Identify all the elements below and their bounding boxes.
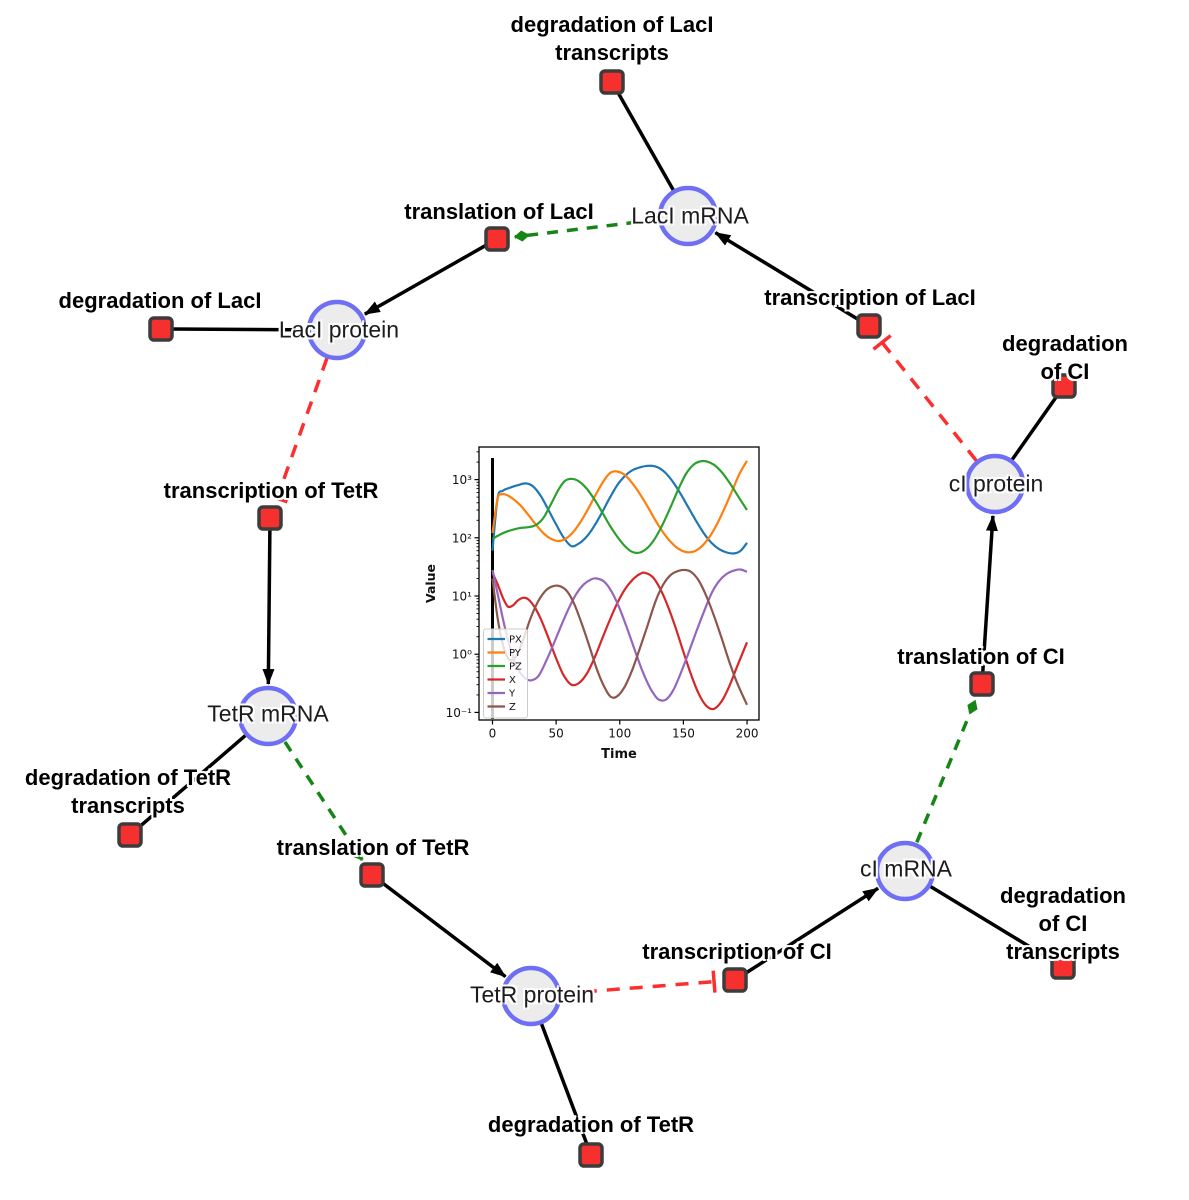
x-tick-label: 50 xyxy=(548,727,563,741)
species-node-tetr-mrna[interactable] xyxy=(237,685,299,747)
y-tick-label: 10² xyxy=(452,531,472,545)
series-curve-X xyxy=(491,571,749,711)
edge-layer xyxy=(136,89,1060,1147)
legend-label-PY: PY xyxy=(509,648,522,659)
edge-production-translation-ci-to-ci-protein xyxy=(981,514,998,673)
y-axis-title: Value xyxy=(423,564,438,603)
species-node-ci-protein[interactable] xyxy=(964,453,1026,515)
reaction-node-deg-laci-transcripts[interactable] xyxy=(599,69,625,95)
edge-consumption-laci-mrna-to-deg-laci-transcripts xyxy=(615,89,676,192)
edge-consumption-tetr-mrna-to-deg-tetr-transcripts xyxy=(136,733,248,830)
y-tick-label: 10¹ xyxy=(452,590,472,604)
node-layer xyxy=(117,69,1077,1168)
edge-production-translation-tetr-to-tetr-protein xyxy=(380,880,507,979)
edge-catalysis-tetr-mrna-to-translation-tetr xyxy=(283,740,364,861)
inset-chart: 0 50 100 150 200 10³ 10² 10¹ 10⁰ 10⁻¹ Time Value PX P… xyxy=(423,446,760,762)
edge-inhibition-laci-protein-to-transcription-tetr xyxy=(275,357,329,499)
x-tick-label: 100 xyxy=(608,727,631,741)
edge-production-transcription-laci-to-laci-mrna xyxy=(714,231,860,322)
edge-inhibition-tetr-protein-to-transcription-ci xyxy=(560,979,715,996)
species-node-ci-mrna[interactable] xyxy=(874,840,936,902)
y-tick-label: 10⁰ xyxy=(452,648,472,662)
edge-consumption-laci-protein-to-deg-laci xyxy=(170,327,309,332)
reaction-node-deg-laci[interactable] xyxy=(148,316,174,342)
x-axis-title: Time xyxy=(601,747,637,762)
series-curve-PY xyxy=(491,460,748,554)
edge-catalysis-laci-mrna-to-translation-laci xyxy=(513,217,658,242)
chart-axes-frame xyxy=(478,446,760,721)
inhibition-tbar-ci-protein-to-transcription-laci xyxy=(872,334,892,351)
species-node-tetr-protein[interactable] xyxy=(500,965,562,1027)
reaction-node-translation-tetr[interactable] xyxy=(359,862,385,888)
species-node-laci-mrna[interactable] xyxy=(657,185,719,247)
edge-production-transcription-ci-to-ci-mrna xyxy=(744,886,880,975)
reaction-node-transcription-laci[interactable] xyxy=(856,313,882,339)
legend-label-Z: Z xyxy=(509,702,516,713)
x-tick-label: 200 xyxy=(736,727,759,741)
edge-production-transcription-tetr-to-tetr-mrna xyxy=(262,529,275,686)
inhibition-tbar-tetr-protein-to-transcription-ci xyxy=(711,970,717,993)
reaction-node-transcription-tetr[interactable] xyxy=(257,505,283,531)
reaction-node-deg-ci[interactable] xyxy=(1051,373,1077,399)
x-tick-label: 150 xyxy=(672,727,695,741)
species-node-laci-protein[interactable] xyxy=(306,299,368,361)
edge-catalysis-ci-mrna-to-translation-ci xyxy=(915,699,978,844)
chart-legend-box xyxy=(483,628,528,719)
edge-consumption-ci-mrna-to-deg-ci-transcripts xyxy=(928,884,1056,964)
y-tick-label: 10³ xyxy=(452,473,472,487)
y-tick-label: 10⁻¹ xyxy=(446,706,473,720)
edge-consumption-tetr-protein-to-deg-tetr xyxy=(539,1022,590,1147)
legend-label-Y: Y xyxy=(508,689,516,700)
inhibition-tbar-laci-protein-to-transcription-tetr xyxy=(266,492,288,504)
reaction-node-transcription-ci[interactable] xyxy=(722,967,748,993)
x-tick-label: 0 xyxy=(489,727,497,741)
series-curve-PZ xyxy=(491,459,748,555)
edge-inhibition-ci-protein-to-transcription-laci xyxy=(880,341,978,462)
legend-label-PZ: PZ xyxy=(509,662,522,673)
edge-production-translation-laci-to-laci-protein xyxy=(363,243,488,316)
edge-consumption-ci-protein-to-deg-ci xyxy=(1010,393,1060,462)
series-curve-PX xyxy=(491,464,748,555)
legend-label-PX: PX xyxy=(509,635,522,646)
reaction-node-translation-laci[interactable] xyxy=(484,226,510,252)
legend-label-X: X xyxy=(509,675,516,686)
reaction-node-translation-ci[interactable] xyxy=(969,671,995,697)
reaction-node-deg-ci-transcripts[interactable] xyxy=(1050,954,1076,980)
reaction-node-deg-tetr-transcripts[interactable] xyxy=(117,822,143,848)
reaction-node-deg-tetr[interactable] xyxy=(578,1142,604,1168)
